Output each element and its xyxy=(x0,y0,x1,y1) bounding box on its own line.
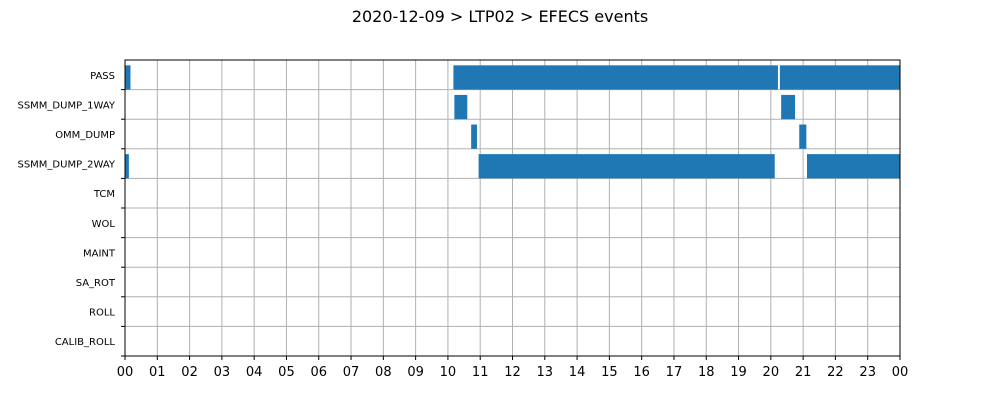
event-bar xyxy=(779,65,900,90)
event-bar xyxy=(453,65,778,90)
x-tick-label: 11 xyxy=(472,365,489,380)
x-tick-label: 00 xyxy=(117,365,134,380)
x-tick-label: 02 xyxy=(181,365,198,380)
x-tick-label: 07 xyxy=(343,365,360,380)
y-tick-label: OMM_DUMP xyxy=(55,130,115,141)
event-bar xyxy=(125,154,129,179)
event-bars xyxy=(125,65,900,179)
x-tick-label: 06 xyxy=(310,365,327,380)
y-tick-label: PASS xyxy=(90,71,115,82)
x-tick-label: 15 xyxy=(601,365,618,380)
x-tick-label: 05 xyxy=(278,365,295,380)
y-tick-label: CALIB_ROLL xyxy=(55,337,116,348)
event-bar xyxy=(471,124,477,149)
x-tick-label: 16 xyxy=(633,365,650,380)
x-tick-label: 19 xyxy=(730,365,747,380)
x-tick-label: 01 xyxy=(149,365,166,380)
x-tick-label: 10 xyxy=(440,365,457,380)
x-tick-label: 09 xyxy=(407,365,424,380)
y-tick-label: SSMM_DUMP_2WAY xyxy=(17,160,115,171)
event-bar xyxy=(125,65,131,90)
y-tick-label: ROLL xyxy=(89,308,115,319)
event-bar xyxy=(799,124,807,149)
y-tick-label: SA_ROT xyxy=(76,278,116,289)
event-bar xyxy=(478,154,775,179)
y-tick-label: TCM xyxy=(93,189,115,200)
x-tick-label: 17 xyxy=(666,365,683,380)
x-tick-label: 23 xyxy=(859,365,876,380)
x-tick-label: 00 xyxy=(892,365,909,380)
x-tick-label: 03 xyxy=(214,365,231,380)
x-tick-label: 12 xyxy=(504,365,521,380)
y-tick-label: SSMM_DUMP_1WAY xyxy=(17,100,115,111)
event-bar xyxy=(781,94,796,120)
event-bar xyxy=(454,94,468,120)
x-tick-label: 18 xyxy=(698,365,715,380)
plot-frame xyxy=(124,59,901,357)
x-tick-label: 13 xyxy=(537,365,554,380)
x-tick-label: 08 xyxy=(375,365,392,380)
axes: PASS SSMM_DUMP_1WAY OMM_DUMP SSMM_DUMP_2WAY… xyxy=(17,71,908,380)
x-tick-label: 22 xyxy=(827,365,844,380)
y-tick-label: WOL xyxy=(92,219,116,230)
x-tick-label: 14 xyxy=(569,365,586,380)
chart-title: 2020-12-09 > LTP02 > EFECS events xyxy=(352,7,648,26)
x-tick-label: 04 xyxy=(246,365,263,380)
event-bar xyxy=(807,154,900,179)
y-tick-label: MAINT xyxy=(83,248,116,259)
x-tick-label: 20 xyxy=(763,365,780,380)
x-tick-label: 21 xyxy=(795,365,812,380)
